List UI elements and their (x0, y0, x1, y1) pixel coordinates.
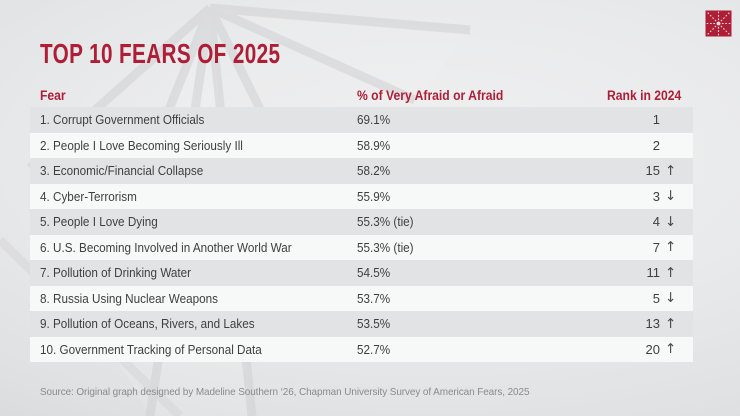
rank-value: 5 (652, 290, 660, 306)
rank-value: 20 (645, 341, 660, 357)
rank-cell: 3 ↓ (587, 188, 693, 204)
rank-value: 13 (645, 316, 660, 332)
column-header-percent-label: % of Very Afraid or Afraid (357, 87, 504, 103)
rank-cell: 5 ↓ (587, 290, 693, 306)
column-header-percent: % of Very Afraid or Afraid (357, 88, 587, 103)
table-row: 7. Pollution of Drinking Water 54.5% 11 … (30, 260, 693, 286)
rank-up-arrow-icon: ↑ (665, 162, 677, 179)
fear-label: 1. Corrupt Government Officials (40, 112, 205, 128)
fear-label: 5. People I Love Dying (40, 214, 158, 230)
fear-cell: 8. Russia Using Nuclear Weapons (30, 291, 357, 306)
percent-value: 55.9% (357, 188, 391, 204)
rank-down-arrow-icon: ↓ (665, 188, 677, 205)
fear-label: 7. Pollution of Drinking Water (40, 265, 192, 281)
column-header-fear: Fear (30, 88, 357, 103)
fear-label: 4. Cyber-Terrorism (40, 188, 137, 204)
column-header-fear-label: Fear (40, 87, 66, 103)
table-row: 2. People I Love Becoming Seriously Ill … (30, 132, 693, 158)
table-row: 4. Cyber-Terrorism 55.9% 3 ↓ (30, 183, 693, 209)
percent-cell: 53.7% (357, 291, 587, 306)
fear-cell: 6. U.S. Becoming Involved in Another Wor… (30, 240, 357, 255)
fear-cell: 10. Government Tracking of Personal Data (30, 342, 357, 357)
table-row: 8. Russia Using Nuclear Weapons 53.7% 5 … (30, 285, 693, 311)
chapman-logo (705, 10, 732, 37)
percent-cell: 55.9% (357, 189, 587, 204)
fear-label: 10. Government Tracking of Personal Data (40, 341, 262, 357)
rank-up-arrow-icon: ↑ (665, 264, 677, 281)
rank-value: 7 (652, 239, 660, 255)
table-row: 9. Pollution of Oceans, Rivers, and Lake… (30, 311, 693, 337)
percent-value: 53.7% (357, 290, 391, 306)
percent-cell: 58.9% (357, 138, 587, 153)
rank-cell: 4 ↓ (587, 214, 693, 230)
percent-cell: 55.3% (tie) (357, 240, 587, 255)
rank-value: 3 (652, 188, 660, 204)
percent-cell: 53.5% (357, 316, 587, 331)
percent-value: 54.5% (357, 265, 391, 281)
percent-value: 58.9% (357, 137, 391, 153)
source-note: Source: Original graph designed by Madel… (40, 386, 530, 398)
rank-value: 2 (652, 137, 660, 153)
fear-label: 8. Russia Using Nuclear Weapons (40, 290, 218, 306)
fear-label: 3. Economic/Financial Collapse (40, 163, 204, 179)
rank-down-arrow-icon: ↓ (665, 213, 677, 230)
table-row: 5. People I Love Dying 55.3% (tie) 4 ↓ (30, 209, 693, 235)
percent-value: 53.5% (357, 316, 391, 332)
rank-value: 15 (645, 163, 660, 179)
fear-cell: 9. Pollution of Oceans, Rivers, and Lake… (30, 316, 357, 331)
table-row: 10. Government Tracking of Personal Data… (30, 336, 693, 362)
rank-cell: 20 ↑ (587, 341, 693, 357)
rank-up-arrow-icon: ↑ (665, 315, 677, 332)
fear-label: 2. People I Love Becoming Seriously Ill (40, 137, 243, 153)
rank-down-arrow-icon: ↓ (665, 290, 677, 307)
percent-value: 52.7% (357, 341, 391, 357)
rank-cell: 7 ↑ (587, 239, 693, 255)
percent-value: 55.3% (tie) (357, 239, 414, 255)
fear-cell: 2. People I Love Becoming Seriously Ill (30, 138, 357, 153)
rank-cell: 11 ↑ (587, 265, 693, 281)
fear-cell: 4. Cyber-Terrorism (30, 189, 357, 204)
window-pane-star-icon (705, 10, 732, 37)
fears-table: 1. Corrupt Government Officials 69.1% 1 … (30, 107, 693, 362)
percent-value: 69.1% (357, 112, 391, 128)
rank-up-arrow-icon: ↑ (665, 239, 677, 256)
rank-value: 4 (652, 214, 660, 230)
fear-label: 9. Pollution of Oceans, Rivers, and Lake… (40, 316, 255, 332)
percent-value: 58.2% (357, 163, 391, 179)
rank-up-arrow-icon: ↑ (665, 341, 677, 358)
table-header-row: Fear % of Very Afraid or Afraid Rank in … (30, 84, 693, 106)
rank-cell: 1 (587, 112, 693, 127)
rank-cell: 2 (587, 138, 693, 153)
percent-cell: 55.3% (tie) (357, 214, 587, 229)
fear-cell: 3. Economic/Financial Collapse (30, 163, 357, 178)
rank-value: 1 (652, 112, 660, 128)
table-row: 6. U.S. Becoming Involved in Another Wor… (30, 234, 693, 260)
fear-label: 6. U.S. Becoming Involved in Another Wor… (40, 239, 292, 255)
table-row: 1. Corrupt Government Officials 69.1% 1 (30, 107, 693, 133)
fear-cell: 7. Pollution of Drinking Water (30, 265, 357, 280)
percent-cell: 52.7% (357, 342, 587, 357)
fear-cell: 1. Corrupt Government Officials (30, 112, 357, 127)
percent-cell: 54.5% (357, 265, 587, 280)
table-row: 3. Economic/Financial Collapse 58.2% 15 … (30, 158, 693, 184)
column-header-rank: Rank in 2024 (607, 87, 682, 103)
percent-cell: 58.2% (357, 163, 587, 178)
percent-value: 55.3% (tie) (357, 214, 414, 230)
fear-cell: 5. People I Love Dying (30, 214, 357, 229)
rank-cell: 15 ↑ (587, 163, 693, 179)
rank-value: 11 (646, 265, 661, 281)
page-title: TOP 10 FEARS OF 2025 (40, 38, 281, 69)
percent-cell: 69.1% (357, 112, 587, 127)
rank-cell: 13 ↑ (587, 316, 693, 332)
